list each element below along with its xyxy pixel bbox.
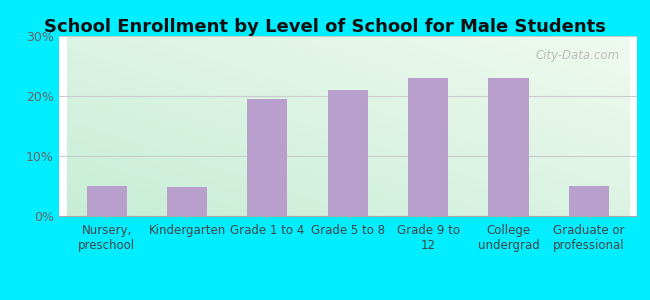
Bar xyxy=(488,78,528,216)
Bar xyxy=(569,186,609,216)
Bar xyxy=(247,99,287,216)
Bar xyxy=(86,186,127,216)
Text: City-Data.com: City-Data.com xyxy=(536,49,619,62)
Text: School Enrollment by Level of School for Male Students: School Enrollment by Level of School for… xyxy=(44,18,606,36)
Bar xyxy=(167,187,207,216)
Bar xyxy=(328,90,368,216)
Bar xyxy=(408,78,448,216)
